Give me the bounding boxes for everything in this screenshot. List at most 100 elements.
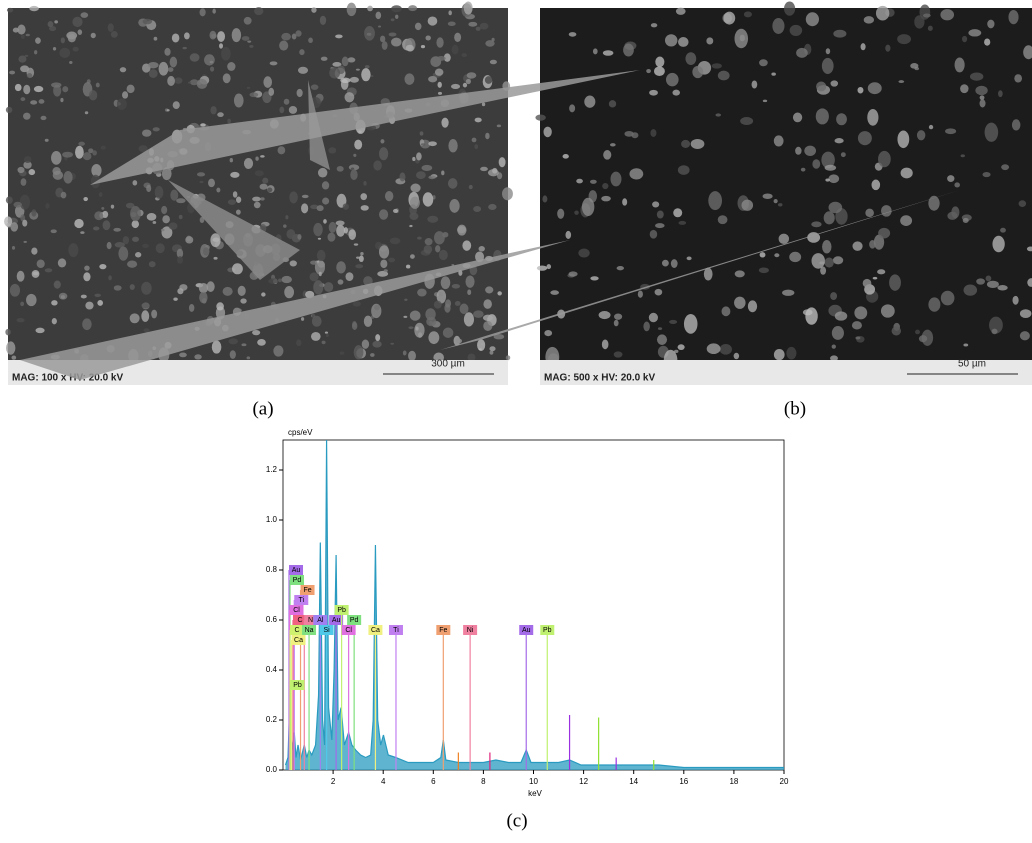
particle (262, 177, 269, 184)
particle (353, 153, 357, 157)
particle (260, 197, 265, 201)
particle (24, 54, 29, 57)
particle (57, 258, 67, 268)
particle (82, 152, 92, 161)
particle (616, 266, 624, 271)
element-box (519, 625, 534, 635)
particle (20, 214, 26, 222)
particle (1027, 278, 1032, 287)
x-axis-label: keV (528, 789, 542, 798)
particle (412, 156, 416, 162)
particle (408, 350, 416, 361)
particle (463, 1, 473, 15)
particle (833, 29, 847, 38)
particle (323, 219, 327, 224)
particle (646, 68, 651, 74)
particle (991, 328, 998, 335)
particle (637, 290, 643, 298)
particle (569, 104, 576, 113)
particle (351, 321, 358, 330)
particle (253, 201, 261, 209)
particle (70, 243, 75, 248)
particle (821, 151, 835, 169)
particle (102, 220, 111, 231)
particle (417, 236, 422, 240)
element-box (368, 625, 383, 635)
particle (28, 169, 36, 176)
particle (438, 249, 448, 261)
particle (576, 178, 583, 184)
particle (23, 84, 31, 95)
particle (1023, 45, 1032, 60)
particle (36, 259, 45, 269)
particle (409, 225, 413, 228)
particle (380, 139, 385, 144)
particle (762, 193, 773, 199)
particle (650, 23, 658, 28)
particle (478, 246, 485, 252)
particle (675, 7, 686, 15)
particle (557, 208, 565, 219)
particle (914, 15, 925, 29)
element-label: Pb (543, 627, 552, 634)
particle (477, 339, 486, 351)
y-tick-label: 0.0 (266, 765, 278, 774)
particle (1026, 246, 1032, 252)
particle (127, 260, 138, 268)
particle (291, 33, 297, 40)
particle (772, 18, 785, 34)
particle (19, 194, 31, 210)
particle (734, 28, 749, 49)
particle (623, 43, 634, 57)
particle (416, 152, 422, 161)
particle (261, 292, 266, 297)
particle (649, 229, 658, 239)
particle (852, 241, 863, 251)
particle (918, 335, 928, 343)
particle (581, 197, 595, 216)
element-label: C (297, 617, 302, 624)
particle (82, 318, 92, 331)
particle (310, 260, 318, 265)
particle (484, 76, 493, 84)
particle (448, 139, 458, 153)
particle (404, 73, 415, 85)
particle (213, 256, 218, 260)
particle (110, 30, 118, 38)
particle (762, 99, 768, 103)
particle (747, 300, 758, 313)
particle (836, 113, 847, 126)
particle (199, 8, 206, 17)
particle (900, 167, 913, 179)
particle (162, 215, 170, 224)
particle (227, 62, 236, 71)
particle (168, 222, 178, 230)
particle (199, 180, 204, 184)
element-box (319, 625, 334, 635)
y-axis-label: cps/eV (288, 428, 313, 437)
particle (188, 303, 195, 312)
particle (216, 187, 221, 193)
particle (23, 156, 32, 164)
particle (17, 24, 26, 35)
particle (84, 111, 89, 115)
particle (985, 275, 992, 282)
particle (233, 308, 242, 313)
particle (789, 24, 803, 36)
particle (415, 326, 419, 331)
particle (60, 191, 67, 199)
particle (825, 178, 830, 182)
particle (473, 206, 482, 212)
particle (346, 2, 357, 17)
particle (928, 195, 940, 211)
particle (51, 318, 57, 325)
particle (807, 232, 821, 243)
particle (185, 236, 194, 244)
particle (85, 301, 94, 310)
particle (72, 16, 83, 28)
particle (454, 300, 461, 306)
particle (146, 184, 152, 193)
y-tick-label: 0.4 (266, 665, 278, 674)
element-label: Cl (345, 627, 352, 634)
particle (297, 233, 302, 240)
